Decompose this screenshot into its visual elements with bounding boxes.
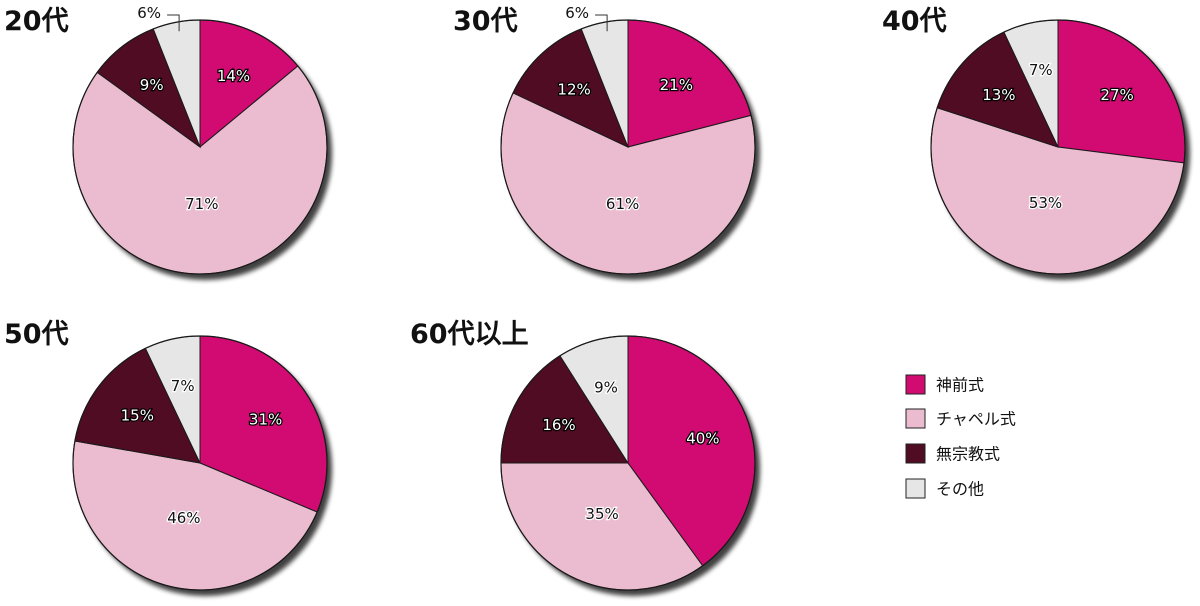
- pie-callout-line-30s: [595, 14, 608, 32]
- legend-swatch-other: [905, 478, 926, 499]
- pie-label-20s-shinzen: 14%: [217, 67, 250, 85]
- pie-label-50s-shinzen: 31%: [249, 410, 282, 428]
- legend-label-shinzen: 神前式: [936, 376, 984, 395]
- pie-chart-40s: 27% 53% 13% 7%: [930, 19, 1186, 275]
- pie-label-30s-other: 6%: [565, 4, 589, 22]
- pie-label-60s-plus-other: 9%: [594, 378, 618, 396]
- pie-chart-20s: 14% 71% 9% 6%: [72, 4, 328, 275]
- chart-title-60s-plus: 60代以上: [410, 319, 529, 350]
- pie-outline-40s: [930, 19, 1186, 275]
- legend: 神前式 チャペル式 無宗教式 その他: [905, 374, 1016, 499]
- legend-swatch-secular: [905, 443, 926, 464]
- legend-swatch-shinzen: [905, 374, 926, 395]
- pie-outline-30s: [500, 19, 756, 275]
- pie-label-30s-shinzen: 21%: [660, 76, 693, 94]
- legend-label-other: その他: [936, 480, 984, 499]
- chart-title-40s: 40代: [882, 6, 947, 37]
- pie-outline-50s: [72, 335, 328, 591]
- chart-title-30s: 30代: [453, 6, 518, 37]
- pie-label-60s-plus-shinzen: 40%: [686, 430, 719, 448]
- pie-chart-30s: 21% 61% 12% 6%: [500, 4, 756, 275]
- pie-chart-50s: 31% 46% 15% 7%: [72, 335, 328, 591]
- legend-swatch-chapel: [905, 408, 926, 429]
- legend-label-secular: 無宗教式: [936, 445, 1000, 464]
- pie-label-50s-chapel: 46%: [167, 509, 200, 527]
- pie-callout-line-20s: [167, 14, 180, 32]
- pie-label-60s-plus-chapel: 35%: [585, 505, 618, 523]
- pie-label-40s-other: 7%: [1029, 61, 1053, 79]
- pie-label-20s-other: 6%: [137, 4, 161, 22]
- pie-label-50s-other: 7%: [171, 377, 195, 395]
- pie-outline-60s-plus: [500, 335, 756, 591]
- pie-chart-60s-plus: 40% 35% 16% 9%: [500, 335, 756, 591]
- pie-outline-20s: [72, 19, 328, 275]
- pie-label-20s-chapel: 71%: [185, 195, 218, 213]
- pie-label-40s-chapel: 53%: [1029, 194, 1062, 212]
- chart-title-20s: 20代: [4, 6, 69, 37]
- pie-label-20s-secular: 9%: [140, 76, 164, 94]
- legend-label-chapel: チャペル式: [936, 410, 1016, 429]
- pie-label-50s-secular: 15%: [121, 406, 154, 424]
- pie-label-40s-shinzen: 27%: [1100, 86, 1133, 104]
- pie-label-30s-secular: 12%: [557, 81, 590, 99]
- pie-label-40s-secular: 13%: [982, 86, 1015, 104]
- pie-label-30s-chapel: 61%: [606, 195, 639, 213]
- chart-title-50s: 50代: [4, 319, 69, 350]
- pie-label-60s-plus-secular: 16%: [542, 416, 575, 434]
